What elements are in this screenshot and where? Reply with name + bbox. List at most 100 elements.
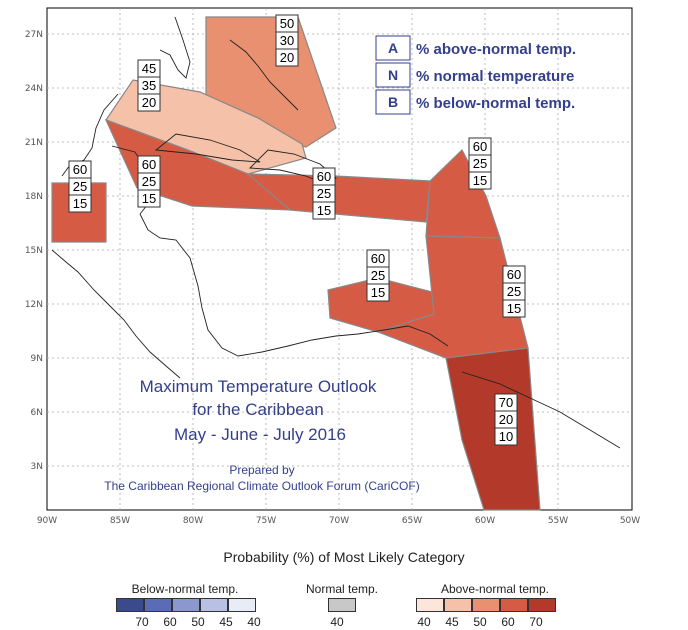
category-key: A N B % above-normal temp. % normal temp… bbox=[375, 35, 576, 115]
lat-label: 18N bbox=[25, 192, 43, 202]
lon-label: 65W bbox=[402, 516, 422, 526]
lon-label: 90W bbox=[37, 516, 57, 526]
prob-below: 10 bbox=[499, 429, 513, 444]
prob-normal: 30 bbox=[280, 33, 294, 48]
prob-box-barbados-trinidad: 60 25 15 bbox=[502, 265, 526, 318]
map-title: Maximum Temperature Outlook for the Cari… bbox=[104, 377, 419, 493]
lon-tick-labels: 90W 85W 80W 75W 70W 65W 60W 55W 50W bbox=[37, 516, 640, 526]
prob-above: 60 bbox=[507, 267, 521, 282]
title-line-2: for the Caribbean bbox=[192, 400, 323, 419]
legend-value: 45 bbox=[445, 615, 459, 629]
lat-label: 24N bbox=[25, 84, 43, 94]
legend-swatch bbox=[472, 598, 500, 612]
key-code-b: B bbox=[388, 94, 398, 110]
title-line-3: May - June - July 2016 bbox=[174, 425, 346, 444]
key-text-below: % below-normal temp. bbox=[416, 95, 575, 112]
prob-above: 60 bbox=[371, 251, 385, 266]
legend-value: 40 bbox=[330, 615, 344, 629]
legend-swatch bbox=[200, 598, 228, 612]
prob-normal: 20 bbox=[499, 412, 513, 427]
region-leeward-windward bbox=[425, 149, 501, 239]
legend-swatch bbox=[144, 598, 172, 612]
prob-above: 60 bbox=[317, 169, 331, 184]
legend-swatch bbox=[416, 598, 444, 612]
lon-label: 70W bbox=[329, 516, 349, 526]
title-line-1: Maximum Temperature Outlook bbox=[140, 377, 377, 396]
bahamas-chain bbox=[229, 39, 299, 111]
legend-value: 70 bbox=[529, 615, 543, 629]
prob-box-cuba: 45 35 20 bbox=[137, 59, 161, 112]
prob-above: 70 bbox=[499, 395, 513, 410]
legend-swatch bbox=[528, 598, 556, 612]
key-text-normal: % normal temperature bbox=[416, 68, 574, 85]
prob-below: 15 bbox=[73, 196, 87, 211]
legend-below-label: Below-normal temp. bbox=[131, 582, 239, 596]
legend-value: 45 bbox=[219, 615, 233, 629]
prob-normal: 25 bbox=[473, 156, 487, 171]
lon-label: 85W bbox=[110, 516, 130, 526]
probability-boxes: 50 30 20 45 35 20 60 25 15 60 25 15 60 2… bbox=[68, 14, 526, 446]
lat-label: 6N bbox=[31, 408, 43, 418]
guianas-coast bbox=[461, 371, 621, 449]
south-america-north-coast bbox=[237, 325, 449, 357]
lon-label: 75W bbox=[256, 516, 276, 526]
lat-label: 3N bbox=[31, 462, 43, 472]
legend-swatch bbox=[444, 598, 472, 612]
prob-above: 50 bbox=[280, 16, 294, 31]
lat-label: 15N bbox=[25, 246, 43, 256]
prob-above: 45 bbox=[142, 61, 156, 76]
prob-normal: 25 bbox=[371, 268, 385, 283]
key-text-above: % above-normal temp. bbox=[416, 41, 576, 58]
caribbean-outlook-map: 27N 24N 21N 18N 15N 12N 9N 6N 3N 90W 85W… bbox=[25, 7, 640, 526]
legend-value: 40 bbox=[417, 615, 431, 629]
prob-normal: 25 bbox=[142, 174, 156, 189]
legend-swatch bbox=[116, 598, 144, 612]
legend-swatch bbox=[172, 598, 200, 612]
legend-below-swatches bbox=[116, 598, 256, 612]
prob-below: 15 bbox=[371, 285, 385, 300]
prob-below: 15 bbox=[317, 203, 331, 218]
florida-coast bbox=[159, 16, 191, 79]
lat-label: 27N bbox=[25, 30, 43, 40]
prob-normal: 25 bbox=[73, 179, 87, 194]
legend-normal-label: Normal temp. bbox=[305, 582, 379, 596]
legend-swatch bbox=[228, 598, 256, 612]
central-america-west bbox=[51, 249, 181, 379]
legend-value: 40 bbox=[247, 615, 261, 629]
hispaniola-outline bbox=[248, 149, 337, 187]
prob-box-hispaniola-puertorico: 60 25 15 bbox=[312, 167, 336, 220]
region-guianas bbox=[445, 347, 541, 511]
forum-name: The Caribbean Regional Climate Outlook F… bbox=[104, 479, 419, 493]
lat-label: 12N bbox=[25, 300, 43, 310]
legend-value: 50 bbox=[191, 615, 205, 629]
prob-box-belize-yucatan: 60 25 15 bbox=[68, 160, 92, 213]
prob-below: 20 bbox=[280, 50, 294, 65]
prob-box-guianas: 70 20 10 bbox=[494, 393, 518, 446]
lon-label: 55W bbox=[548, 516, 568, 526]
legend-value: 60 bbox=[501, 615, 515, 629]
prob-box-jamaica-cayman: 60 25 15 bbox=[137, 155, 161, 208]
legend-above-swatches bbox=[416, 598, 556, 612]
key-code-n: N bbox=[388, 67, 398, 83]
legend-title: Probability (%) of Most Likely Category bbox=[223, 549, 465, 565]
legend-value: 50 bbox=[473, 615, 487, 629]
prob-above: 60 bbox=[473, 139, 487, 154]
legend-value: 70 bbox=[135, 615, 149, 629]
legend-normal-swatches bbox=[328, 598, 356, 612]
prob-box-bahamas: 50 30 20 bbox=[275, 14, 299, 67]
lat-label: 21N bbox=[25, 138, 43, 148]
lon-label: 80W bbox=[183, 516, 203, 526]
prob-below: 15 bbox=[142, 191, 156, 206]
legend-swatch bbox=[500, 598, 528, 612]
prob-box-abc-islands: 60 25 15 bbox=[366, 249, 390, 302]
prob-normal: 35 bbox=[142, 78, 156, 93]
legend-above-label: Above-normal temp. bbox=[440, 582, 550, 596]
lon-label: 50W bbox=[620, 516, 640, 526]
prob-above: 60 bbox=[73, 162, 87, 177]
key-code-a: A bbox=[388, 40, 398, 56]
lat-tick-labels: 27N 24N 21N 18N 15N 12N 9N 6N 3N bbox=[25, 30, 43, 472]
prob-normal: 25 bbox=[507, 284, 521, 299]
prepared-by: Prepared by bbox=[229, 463, 294, 477]
lat-label: 9N bbox=[31, 354, 43, 364]
prob-above: 60 bbox=[142, 157, 156, 172]
